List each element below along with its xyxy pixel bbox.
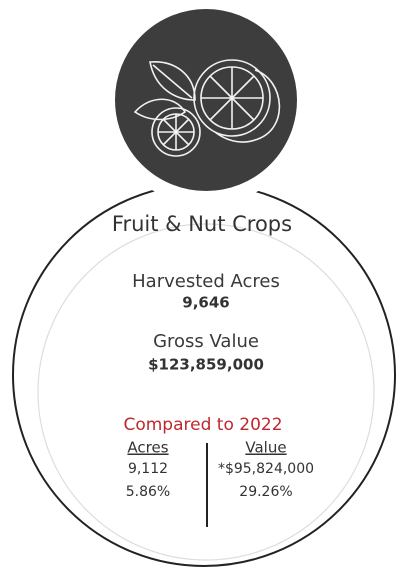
metric-label: Gross Value: [153, 331, 259, 352]
title: Fruit & Nut Crops: [112, 212, 292, 236]
cell: 5.86%: [126, 484, 170, 500]
column-header: Value: [245, 439, 286, 457]
metric-value: $123,859,000: [148, 356, 264, 374]
metric-value: 9,646: [182, 294, 229, 312]
card: Fruit & Nut Crops Harvested Acres 9,646 …: [0, 0, 401, 571]
comparison-heading: Compared to 2022: [123, 415, 282, 435]
column-header: Acres: [127, 439, 168, 457]
cell: 29.26%: [239, 484, 292, 500]
cell: 9,112: [128, 461, 168, 477]
icon-circle: [108, 2, 304, 198]
metric-label: Harvested Acres: [132, 271, 280, 292]
cell: *$95,824,000: [218, 461, 314, 477]
outer-ring: [13, 184, 395, 566]
